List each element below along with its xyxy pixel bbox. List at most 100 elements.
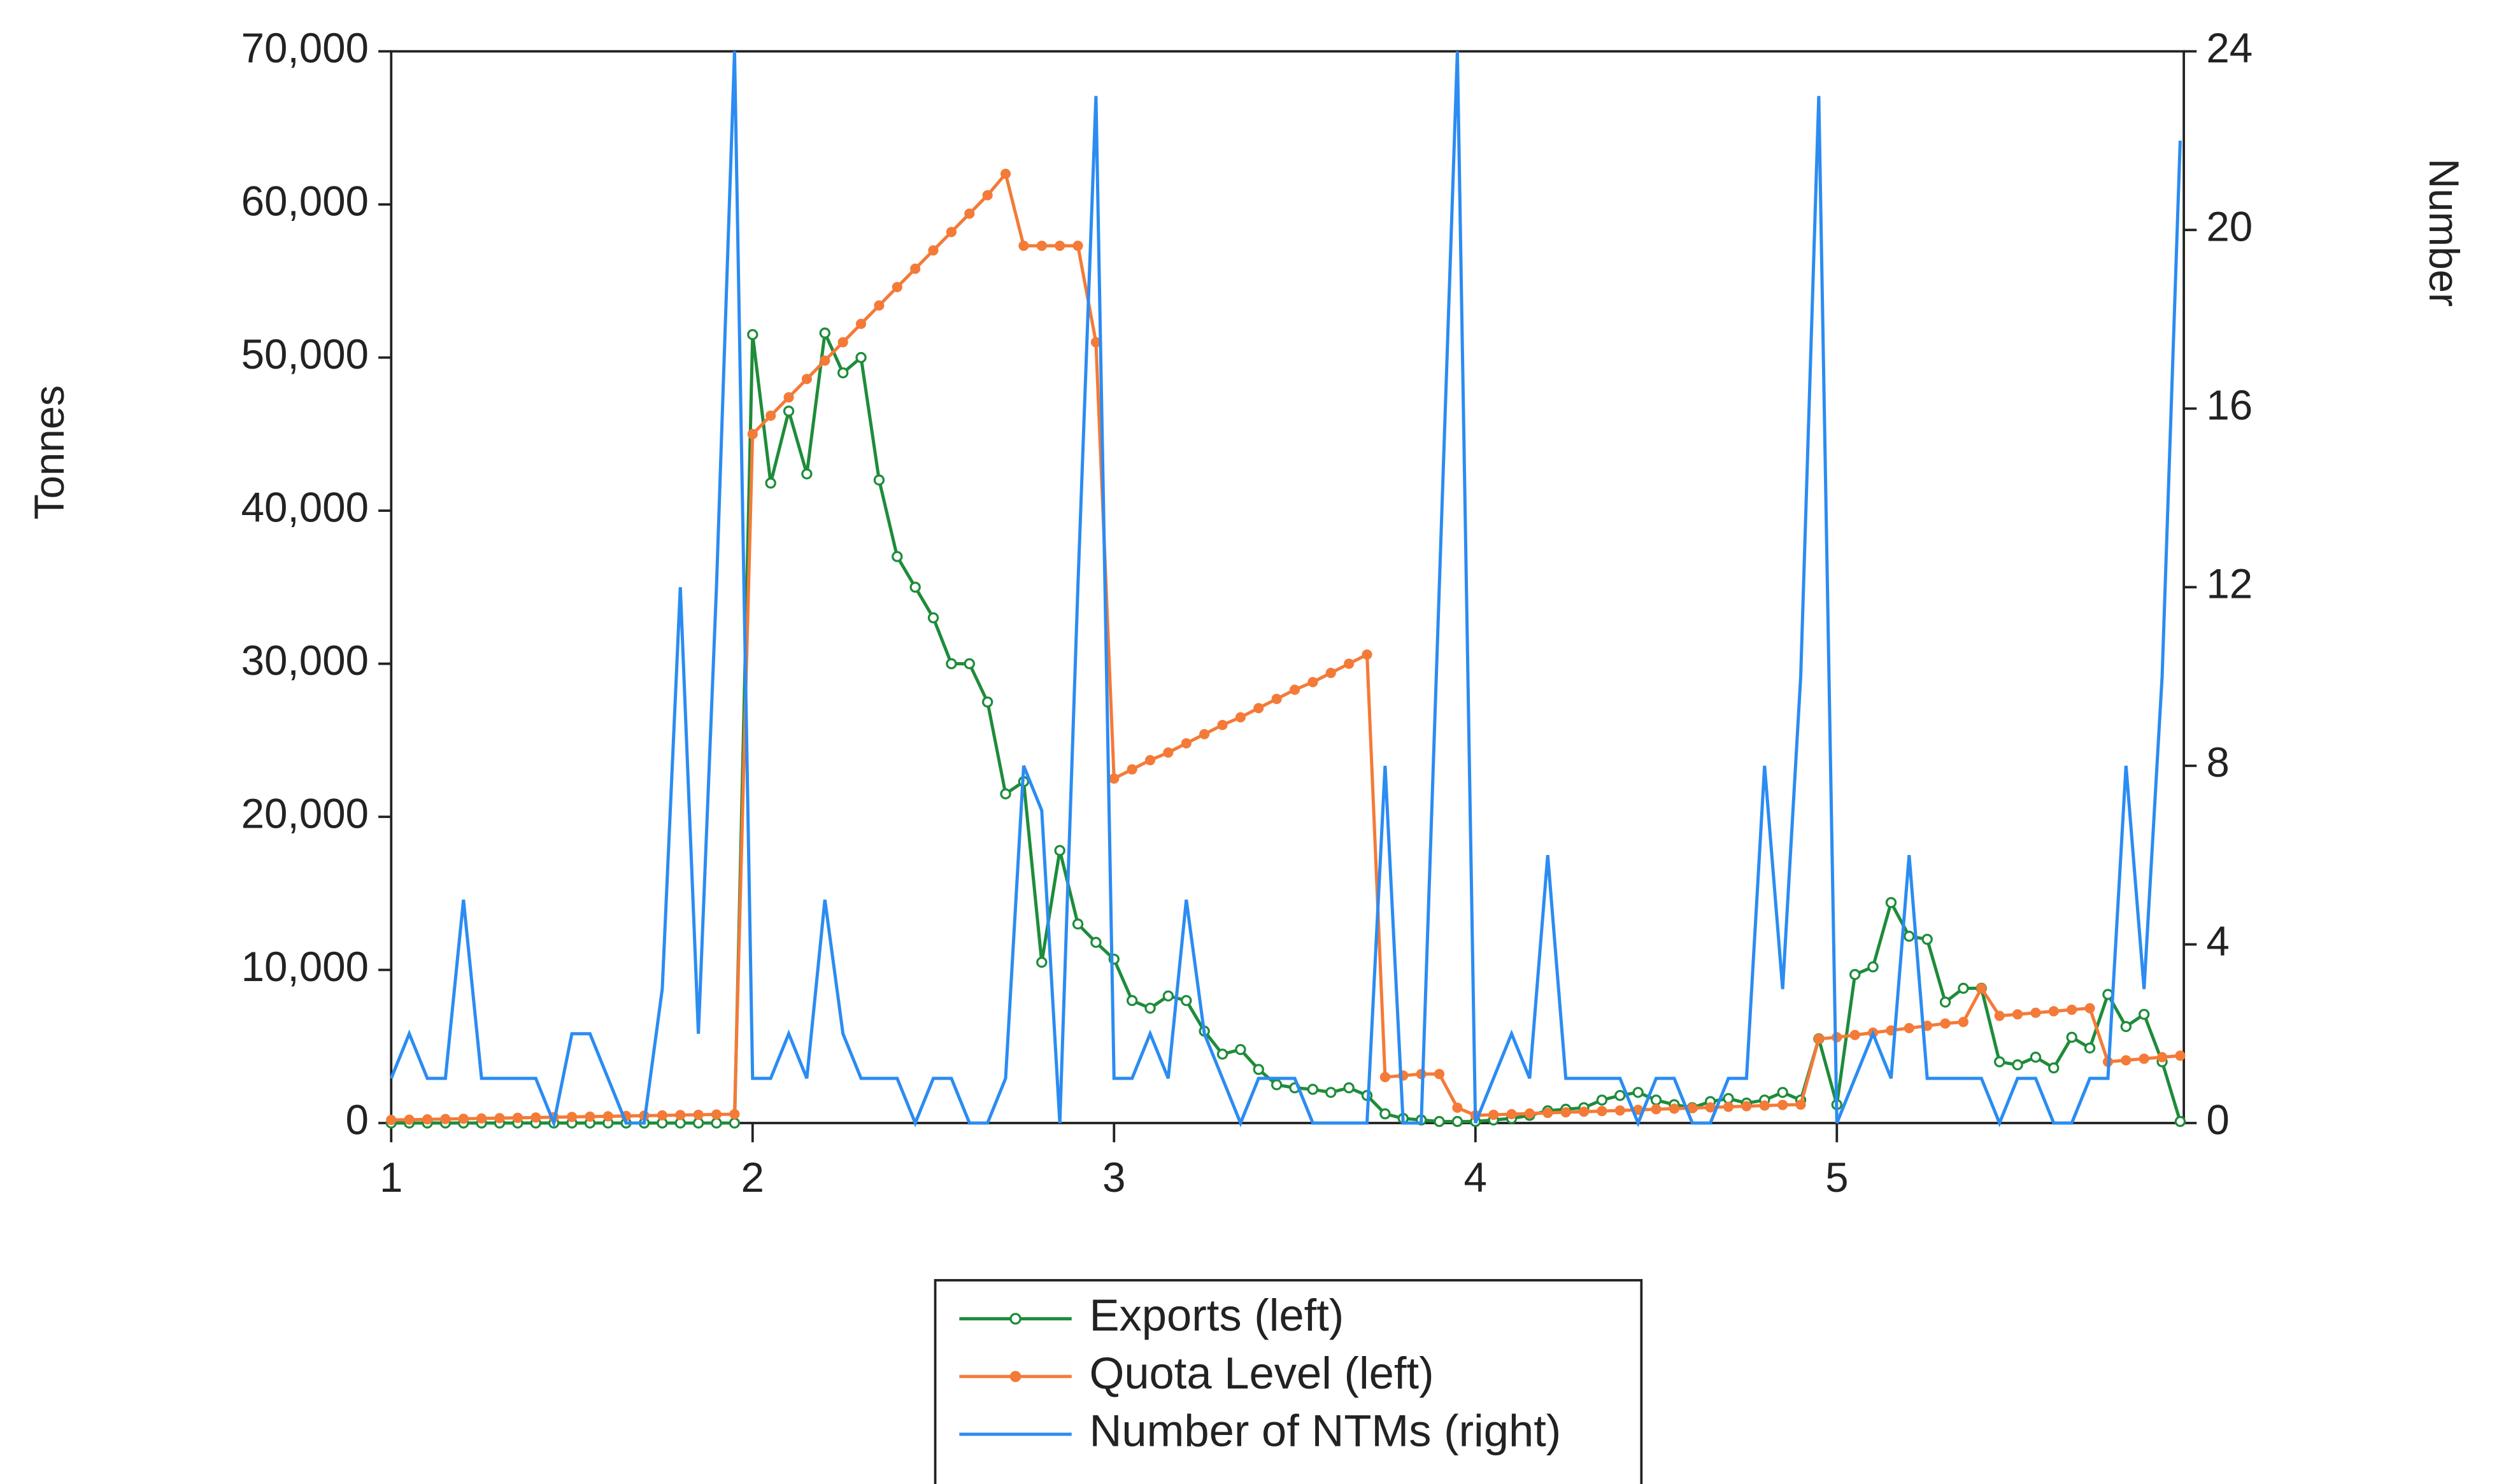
x-tick-label: 2	[741, 1154, 764, 1201]
series-marker	[892, 551, 903, 562]
series-marker	[981, 696, 993, 708]
series-marker	[1597, 1106, 1607, 1117]
series-marker	[837, 337, 848, 348]
series-marker	[1976, 983, 1987, 994]
y2-tick-label: 12	[2206, 561, 2253, 607]
series-marker	[693, 1109, 704, 1120]
series-marker	[1723, 1101, 1734, 1112]
y-tick-label: 20,000	[241, 790, 369, 837]
y2-tick-label: 0	[2206, 1096, 2229, 1143]
x-tick-label: 5	[1825, 1154, 1848, 1201]
series-marker	[1054, 845, 1065, 856]
series-marker	[1379, 1108, 1391, 1120]
series-marker	[2175, 1050, 2186, 1061]
series-marker	[1885, 897, 1897, 908]
series-marker	[1199, 729, 1210, 740]
series-marker	[2084, 1003, 2095, 1014]
series-marker	[1343, 1082, 1355, 1094]
series-marker	[1849, 969, 1861, 980]
series-marker	[386, 1115, 397, 1126]
series-marker	[873, 474, 885, 486]
series-marker	[909, 581, 921, 593]
series-marker	[982, 190, 993, 201]
series-marker	[820, 355, 830, 366]
series-marker	[837, 367, 849, 379]
series-marker	[1325, 667, 1336, 679]
series-marker	[1940, 1018, 1951, 1029]
series-marker	[1181, 994, 1192, 1007]
series-marker	[765, 477, 776, 489]
series-marker	[1362, 649, 1372, 660]
series-marker	[765, 410, 776, 421]
series-marker	[711, 1117, 722, 1129]
series-marker	[1307, 1084, 1319, 1095]
series-marker	[1379, 1071, 1390, 1082]
series-line	[389, 51, 2182, 1129]
series-marker	[1651, 1104, 1662, 1115]
series-marker	[1144, 1002, 1156, 1014]
legend-box	[934, 1279, 1643, 1484]
series-marker	[1253, 1064, 1264, 1075]
series-marker	[1596, 1094, 1608, 1106]
series-marker	[927, 612, 939, 624]
series-marker	[1090, 337, 1101, 348]
series-marker	[1777, 1087, 1788, 1098]
series-marker	[2030, 1007, 2041, 1018]
series-marker	[1849, 1029, 1860, 1040]
series-marker	[946, 227, 957, 237]
series-marker	[1109, 773, 1120, 784]
series-marker	[1939, 996, 1951, 1008]
series-marker	[1235, 712, 1246, 723]
series-marker	[910, 264, 921, 274]
series-marker	[1994, 1010, 2005, 1021]
series-marker	[1632, 1087, 1644, 1098]
x-tick-label: 1	[380, 1154, 402, 1201]
series-marker	[2138, 1008, 2150, 1020]
series-line	[391, 327, 2182, 1125]
series-marker	[1687, 1103, 1698, 1113]
y2-tick-label: 16	[2206, 382, 2253, 428]
series-marker	[1000, 168, 1011, 180]
series-marker	[2121, 1055, 2132, 1066]
series-marker	[783, 392, 794, 403]
series-marker	[1163, 747, 1174, 758]
series-marker	[2139, 1053, 2149, 1064]
series-marker	[1217, 719, 1228, 730]
series-marker	[1162, 990, 1174, 1002]
series-marker	[855, 351, 867, 364]
y-tick-label: 40,000	[241, 484, 369, 530]
series-marker	[1921, 933, 1933, 945]
series-marker	[964, 208, 975, 219]
series-marker	[585, 1111, 595, 1122]
y-axis-label: Tonnes	[26, 385, 73, 519]
series-marker	[2030, 1051, 2042, 1063]
series-marker	[928, 245, 939, 256]
series-marker	[530, 1112, 541, 1123]
series-marker	[1434, 1068, 1445, 1080]
series-marker	[1777, 1099, 1788, 1110]
series-marker	[1090, 936, 1102, 948]
series-marker	[1451, 1115, 1463, 1127]
series-marker	[747, 329, 758, 341]
series-marker	[494, 1113, 505, 1124]
series-marker	[1524, 1108, 1535, 1119]
series-marker	[458, 1113, 469, 1124]
plot-frame	[390, 50, 2185, 1124]
legend-marker	[1009, 1313, 1022, 1325]
series-marker	[1144, 754, 1156, 766]
series-marker	[1650, 1094, 1662, 1106]
series-marker	[2156, 1052, 2168, 1063]
series-marker	[1307, 677, 1318, 688]
series-marker	[2048, 1006, 2059, 1017]
x-tick-label: 3	[1102, 1154, 1125, 1201]
series-marker	[1018, 240, 1029, 251]
series-marker	[2084, 1042, 2096, 1054]
series-marker	[404, 1114, 415, 1125]
series-marker	[1958, 1017, 1968, 1028]
y2-tick-label: 8	[2206, 739, 2229, 786]
series-marker	[1000, 788, 1011, 800]
series-marker	[1072, 240, 1083, 251]
series-marker	[946, 658, 957, 670]
series-marker	[1993, 1056, 2005, 1068]
